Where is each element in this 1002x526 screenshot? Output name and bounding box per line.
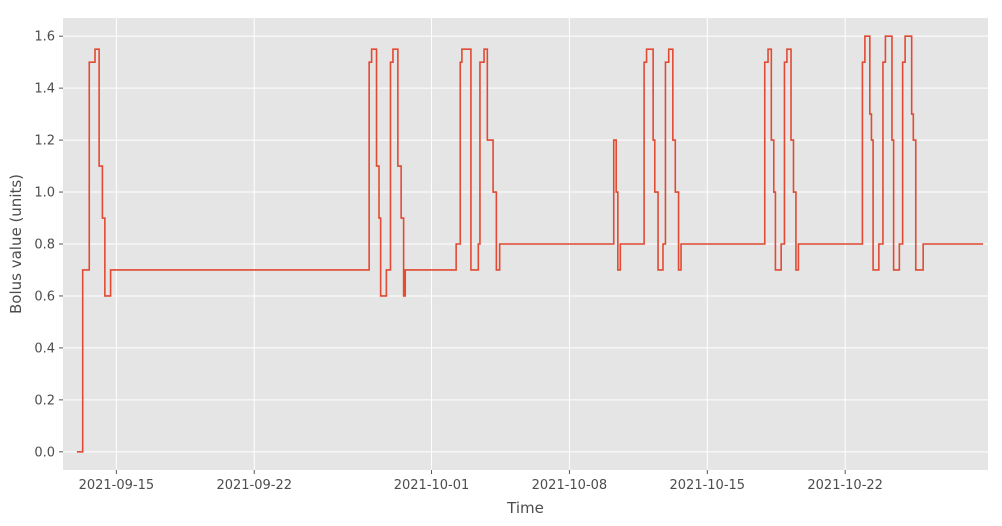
x-tick-label: 2021-09-15 (79, 478, 155, 493)
y-tick-label: 0.4 (34, 341, 55, 356)
bolus-series-line (76, 35, 984, 453)
x-tick-label: 2021-10-08 (532, 478, 608, 493)
x-tick-label: 2021-10-15 (670, 478, 746, 493)
series-layer (76, 35, 984, 453)
y-tick-label: 0.2 (34, 393, 55, 408)
y-tick-label: 0.0 (34, 445, 55, 460)
y-axis-label: Bolus value (units) (7, 174, 25, 314)
y-tick-label: 1.2 (34, 134, 55, 149)
x-axis-label: Time (506, 499, 544, 517)
y-tick-label: 0.6 (34, 289, 55, 304)
x-tick-label: 2021-09-22 (216, 478, 292, 493)
y-tick-label: 0.8 (34, 238, 55, 253)
y-tick-label: 1.6 (34, 30, 55, 45)
y-tick-label: 1.0 (34, 186, 55, 201)
x-tick-label: 2021-10-01 (394, 478, 470, 493)
y-tick-label: 1.4 (34, 82, 55, 97)
x-tick-label: 2021-10-22 (807, 478, 883, 493)
axis-ticks: 0.0 0.2 0.4 0.6 0.8 1.0 1.2 1.4 1.6 2021-09-15 202… (34, 30, 883, 493)
